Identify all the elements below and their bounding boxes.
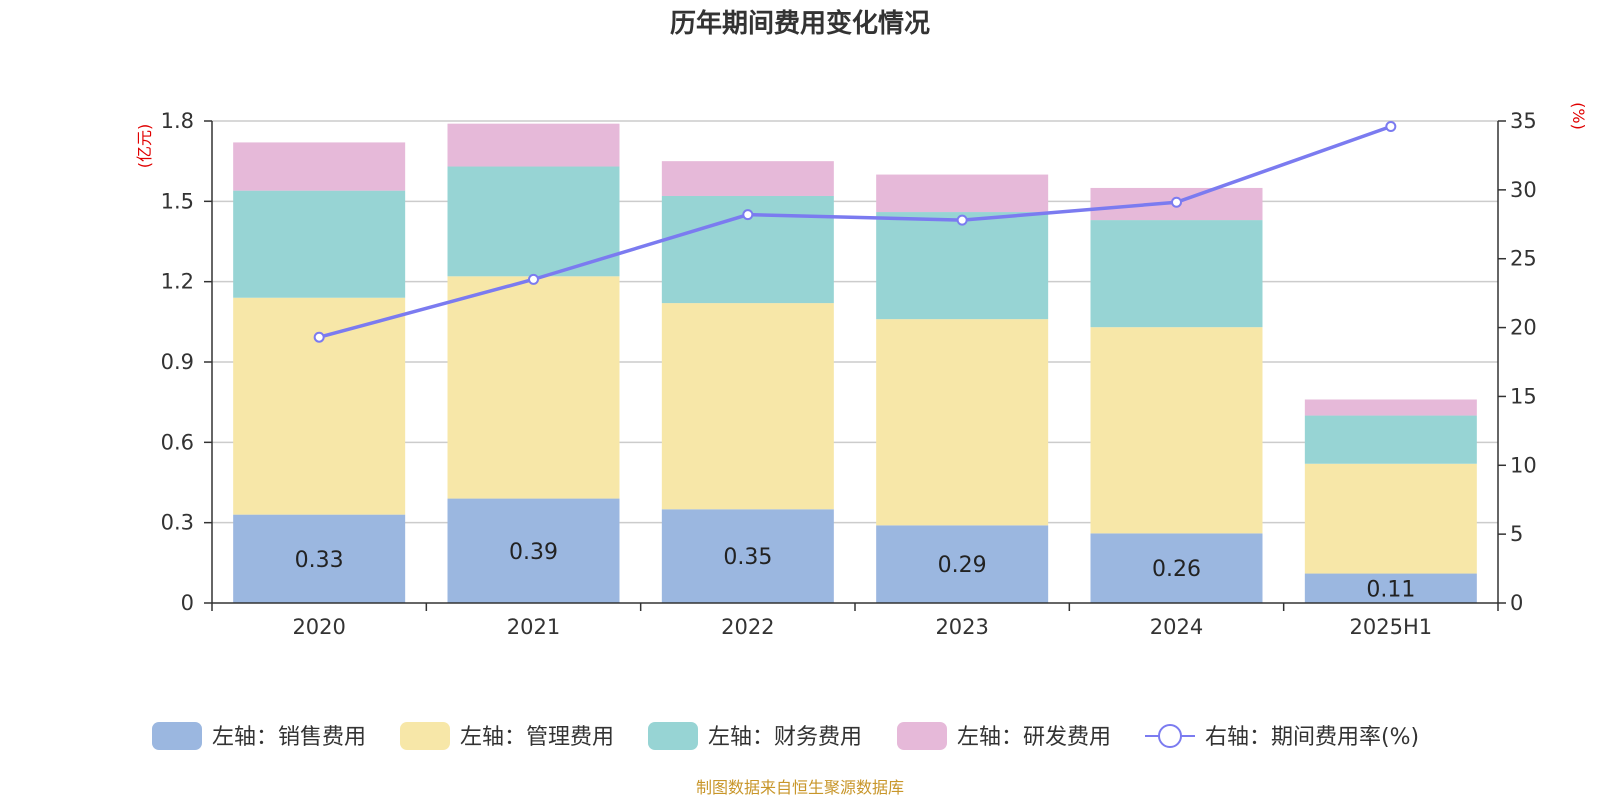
grid [212, 120, 1498, 524]
legend-swatch [400, 722, 450, 750]
rate-line [313, 121, 1397, 343]
bar-segment [1304, 463, 1477, 574]
x-axis-tick-label: 2022 [721, 615, 774, 639]
bar-segment [447, 276, 620, 499]
legend-circle-icon [1158, 724, 1182, 748]
x-axis-tick-label: 2020 [292, 615, 345, 639]
left-axis-tick-label: 1.8 [161, 109, 194, 133]
left-axis-tick-label: 1.2 [161, 270, 194, 294]
bar-data-label: 0.11 [1366, 577, 1415, 602]
right-axis-tick-label: 15 [1510, 384, 1537, 408]
rate-point [742, 209, 754, 221]
x-axis-tick-label: 2023 [935, 615, 988, 639]
rate-line-path [318, 124, 1392, 339]
bar-segment [1090, 220, 1263, 328]
x-axis-tick-label: 2021 [507, 615, 560, 639]
bar-segment [1304, 415, 1477, 464]
x-axis-tick-label: 2025H1 [1350, 615, 1433, 639]
bar-segment [233, 190, 406, 298]
source-note: 制图数据来自恒生聚源数据库 [696, 778, 904, 797]
bar-segment [233, 514, 406, 603]
bar-segment [661, 161, 834, 196]
bar-data-label: 0.33 [295, 548, 344, 573]
x-axis-tick-label: 2024 [1150, 615, 1203, 639]
bar-segment [447, 123, 620, 167]
left-axis-tick-label: 0.9 [161, 350, 194, 374]
bar-data-label: 0.29 [938, 553, 987, 578]
chart-title: 历年期间费用变化情况 [670, 8, 930, 39]
bar-segment [876, 212, 1049, 320]
data-labels: 0.33 0.39 0.35 0.29 0.26 0.11 [295, 540, 1416, 602]
rate-point [1171, 196, 1182, 208]
bar-segment [876, 174, 1049, 213]
bar-segment [233, 142, 406, 191]
bars [233, 123, 1477, 603]
left-axis-tick-label: 1.5 [161, 189, 194, 213]
legend: 左轴：销售费用 左轴：管理费用 左轴：财务费用 左轴：研发费用 右轴：期间费用率(%) [152, 722, 1419, 750]
left-axis-tick-label: 0 [181, 591, 194, 615]
left-axis-tick-label: 0.3 [161, 511, 194, 535]
bar-segment [661, 509, 834, 603]
bar-segment [1090, 327, 1263, 534]
legend-swatch [897, 722, 947, 750]
rate-point [1385, 121, 1397, 133]
left-axis-unit: (亿元) [135, 124, 154, 169]
bar-segment [876, 319, 1049, 526]
bar-segment [447, 166, 620, 277]
legend-label: 左轴：管理费用 [460, 725, 614, 750]
bar-segment [447, 498, 620, 603]
bar-segment [1090, 533, 1263, 603]
rate-point [528, 273, 539, 285]
bar-segment [1304, 573, 1477, 603]
legend-label: 左轴：研发费用 [957, 725, 1111, 750]
bar-segment [876, 525, 1049, 603]
axes: 0 0.3 0.6 0.9 1.2 1.5 1.8 0 5 10 15 20 25 30 35 2020 202… [161, 109, 1537, 639]
right-axis-tick-label: 35 [1510, 109, 1537, 133]
right-axis-tick-label: 0 [1510, 591, 1523, 615]
legend-swatch [152, 722, 202, 750]
left-axis-tick-label: 0.6 [161, 430, 194, 454]
bar-segment [1304, 399, 1477, 416]
bar-data-label: 0.39 [509, 540, 558, 565]
legend-swatch [648, 722, 698, 750]
right-axis-tick-label: 30 [1510, 178, 1537, 202]
legend-label: 右轴：期间费用率(%) [1205, 725, 1419, 750]
bar-data-label: 0.35 [723, 545, 772, 570]
legend-label: 左轴：销售费用 [212, 725, 366, 750]
right-axis-tick-label: 25 [1510, 247, 1537, 271]
right-axis-tick-label: 5 [1510, 522, 1523, 546]
right-axis-unit: (%) [1569, 102, 1588, 130]
rate-point [313, 331, 325, 343]
rate-point [956, 214, 968, 226]
right-axis-tick-label: 20 [1510, 316, 1537, 340]
right-axis-tick-label: 10 [1510, 453, 1537, 477]
bar-segment [661, 303, 834, 510]
bar-segment [233, 297, 406, 515]
bar-data-label: 0.26 [1152, 557, 1201, 582]
legend-label: 左轴：财务费用 [708, 725, 862, 750]
